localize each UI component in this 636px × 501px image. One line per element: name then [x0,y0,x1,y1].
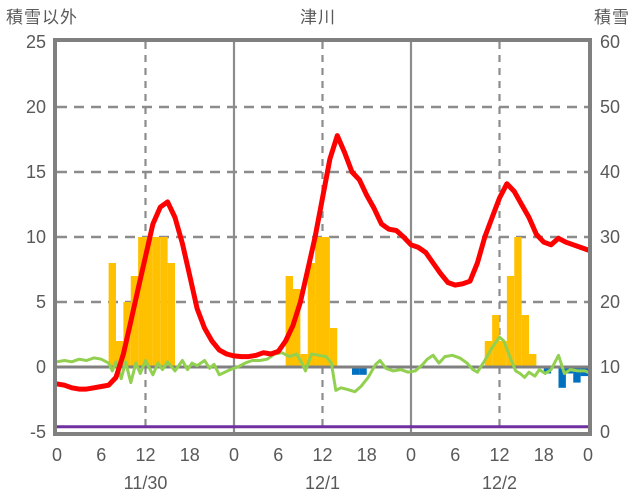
right-axis-tick-labels: 60 50 40 30 20 10 0 [600,32,620,442]
svg-text:50: 50 [600,97,620,117]
svg-text:12: 12 [489,445,509,465]
green-line [55,335,590,394]
left-axis-tick-labels: 25 20 15 10 5 0 -5 [26,32,46,442]
svg-text:18: 18 [534,445,554,465]
left-axis-title: 積雪以外 [6,8,78,27]
plot-border [53,38,592,436]
svg-text:18: 18 [180,445,200,465]
svg-text:30: 30 [600,227,620,247]
svg-text:60: 60 [600,32,620,52]
svg-text:12/1: 12/1 [305,473,340,493]
svg-text:10: 10 [26,227,46,247]
svg-text:10: 10 [600,357,620,377]
svg-text:0: 0 [36,357,46,377]
right-axis-title: 積雪 [594,8,630,27]
svg-text:6: 6 [96,445,106,465]
svg-text:-5: -5 [30,422,46,442]
svg-text:0: 0 [229,445,239,465]
svg-text:18: 18 [357,445,377,465]
svg-text:12/2: 12/2 [482,473,517,493]
svg-text:12: 12 [312,445,332,465]
svg-text:40: 40 [600,162,620,182]
svg-text:6: 6 [273,445,283,465]
svg-text:25: 25 [26,32,46,52]
red-line [54,133,591,392]
x-axis-date-labels: 11/30 12/1 12/2 [124,473,517,493]
svg-text:0: 0 [600,422,610,442]
svg-text:0: 0 [406,445,416,465]
chart-title: 津川 [300,8,336,27]
svg-text:15: 15 [26,162,46,182]
svg-text:5: 5 [36,292,46,312]
svg-text:20: 20 [600,292,620,312]
svg-text:6: 6 [450,445,460,465]
svg-text:0: 0 [52,445,62,465]
svg-text:20: 20 [26,97,46,117]
svg-text:12: 12 [135,445,155,465]
x-axis-hour-labels: 0 6 12 18 0 6 12 18 0 6 12 18 0 [52,445,593,465]
svg-text:11/30: 11/30 [124,473,168,493]
svg-text:0: 0 [583,445,593,465]
